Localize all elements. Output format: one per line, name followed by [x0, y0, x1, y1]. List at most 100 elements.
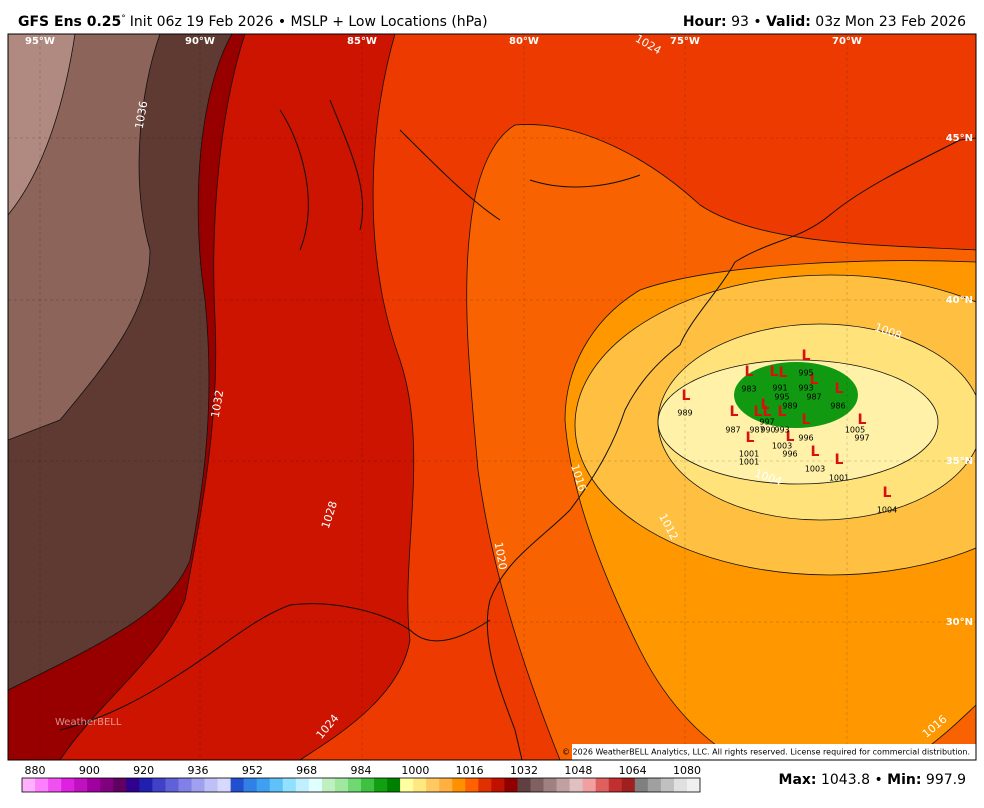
low-pressure: 989 [782, 402, 797, 411]
colorbar-swatch [582, 778, 596, 792]
colorbar-swatch [478, 778, 492, 792]
logo: WeatherBELL [55, 717, 122, 728]
colorbar-swatch [374, 778, 388, 792]
coastline [486, 261, 736, 760]
low-marker: L [746, 430, 755, 446]
valid-label: Valid: [766, 14, 811, 30]
low-pressure: 991 [772, 384, 787, 393]
model: GFS Ens 0.25 [18, 14, 121, 30]
colorbar-swatch [204, 778, 218, 792]
colorbar-swatch [673, 778, 688, 792]
colorbar-swatch [230, 778, 244, 792]
colorbar-swatch [439, 778, 453, 792]
latitude-label: 40°N [946, 295, 973, 306]
low-pressure: 986 [830, 402, 845, 411]
longitude-label: 90°W [185, 36, 215, 47]
colorbar-swatch [347, 778, 362, 792]
coastline [734, 137, 976, 263]
low-pressure: 987 [725, 426, 740, 435]
latitude-label: 30°N [946, 617, 973, 628]
low-marker: L [835, 452, 844, 468]
copyright-box [572, 744, 976, 760]
low-pressure: 1003 [805, 465, 825, 474]
low-marker: L [802, 348, 811, 364]
header-right: Hour: 93 • Valid: 03z Mon 23 Feb 2026 [683, 14, 966, 30]
colorbar-label: 920 [133, 764, 154, 777]
degree: ° [121, 14, 126, 24]
colorbar: 880 900 920 936 952 968 984 1000 1016 1032 1048 106… [21, 764, 701, 793]
low-pressure: 1001 [829, 474, 849, 483]
colorbar-swatch [608, 778, 623, 792]
colorbar-swatch [595, 778, 610, 792]
min: 997.9 [926, 772, 966, 788]
low-marker: L [802, 412, 811, 428]
colorbar-swatch [74, 778, 88, 792]
low-pressure: 1001 [739, 450, 759, 459]
colorbar-swatch [491, 778, 505, 792]
colorbar-swatch [35, 778, 49, 792]
latitude-label: 45°N [946, 133, 973, 144]
colorbar-swatch [334, 778, 349, 792]
copyright: © 2026 WeatherBELL Analytics, LLC. All r… [562, 748, 970, 757]
low-marker: L [858, 412, 867, 428]
low-marker: L [763, 404, 772, 420]
colorbar-swatch [178, 778, 192, 792]
colorbar-swatch [165, 778, 179, 792]
low-marker: L [786, 429, 795, 445]
colorbar-label: 880 [25, 764, 46, 777]
colorbar-swatch [413, 778, 427, 792]
band [8, 34, 76, 216]
low-pressure: 996 [782, 450, 797, 459]
low-pressure: 1003 [772, 442, 792, 451]
longitude-label: 75°W [670, 36, 700, 47]
map: 95°W 90°W 85°W 80°W 75°W 70°W 45°N 40°N 35°N 30°N… [8, 34, 976, 760]
colorbar-swatch [517, 778, 531, 792]
low-marker: L [778, 404, 787, 420]
longitude-label: 70°W [832, 36, 862, 47]
colorbar-label: 984 [351, 764, 372, 777]
colorbar-swatch [504, 778, 518, 792]
colorbar-swatch [61, 778, 75, 792]
low-pressure: 993 [798, 384, 813, 393]
longitude-label: 80°W [509, 36, 539, 47]
colorbar-swatch [621, 778, 636, 792]
low-pressure: 987 [749, 426, 764, 435]
colorbar-label: 1016 [456, 764, 484, 777]
colorbar-swatch [295, 778, 310, 792]
valid: 03z Mon 23 Feb 2026 [815, 14, 966, 30]
colorbar-swatch [465, 778, 479, 792]
max-label: Max: [779, 772, 817, 788]
colorbar-label: 1000 [401, 764, 429, 777]
colorbar-swatch [361, 778, 375, 792]
description: Init 06z 19 Feb 2026 • MSLP + Low Locati… [130, 14, 488, 30]
low-pressure: 989 [677, 409, 692, 418]
low-pressure: 990 [760, 426, 775, 435]
graticule: 95°W 90°W 85°W 80°W 75°W 70°W 45°N 40°N 35°N 30°N [8, 34, 976, 760]
colorbar-swatch [113, 778, 127, 792]
low-pressure: 983 [741, 385, 756, 394]
colorbar-swatch [634, 778, 649, 792]
header-left: GFS Ens 0.25° Init 06z 19 Feb 2026 • MSLP… [18, 14, 488, 31]
separator: • [753, 14, 761, 30]
low-pressure: 995 [798, 369, 813, 378]
colorbar-swatch [387, 778, 401, 792]
low-pressure: 997 [759, 418, 774, 427]
low-marker: L [761, 397, 770, 413]
lakes [279, 99, 641, 251]
low-marker: L [730, 404, 739, 420]
band [734, 362, 858, 428]
colorbar-swatch [686, 778, 701, 792]
longitude-label: 95°W [25, 36, 55, 47]
colorbar-swatch [308, 778, 323, 792]
low-marker: L [883, 485, 892, 501]
separator: • [874, 772, 882, 788]
low-pressure: 996 [798, 434, 813, 443]
colorbar-swatch [100, 778, 114, 792]
colorbar-swatch [243, 778, 257, 792]
longitude-label: 85°W [347, 36, 377, 47]
colorbar-swatch [569, 778, 583, 792]
map-frame [7, 33, 977, 761]
colorbar-label: 1064 [619, 764, 647, 777]
colorbar-frame [21, 777, 701, 793]
